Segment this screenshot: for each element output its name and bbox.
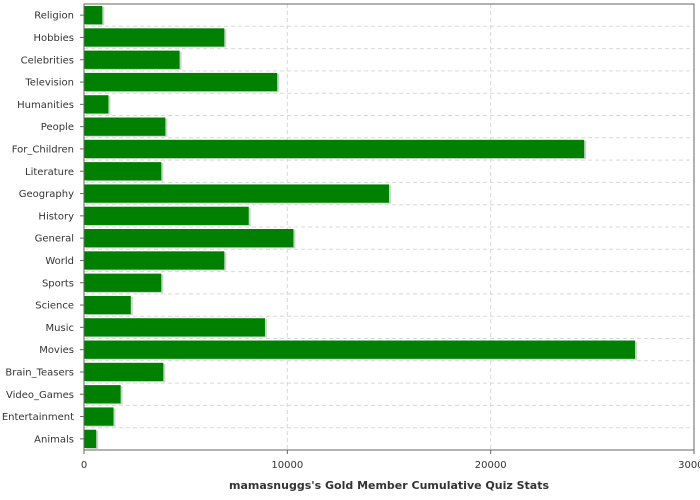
- grid-lines: [84, 4, 694, 450]
- bars: [84, 6, 638, 449]
- category-label: For_Children: [12, 144, 74, 155]
- category-label: Humanities: [17, 100, 74, 111]
- x-tick-label: 0: [81, 460, 87, 471]
- bar-world: [84, 251, 225, 270]
- bar-humanities: [84, 95, 109, 114]
- category-label: Science: [35, 301, 74, 312]
- bar-music: [84, 318, 265, 337]
- category-label: Hobbies: [34, 33, 74, 44]
- bar-entertainment: [84, 407, 114, 426]
- category-label: History: [38, 211, 74, 222]
- bar-literature: [84, 162, 162, 181]
- bar-geography: [84, 184, 389, 203]
- bar-people: [84, 117, 166, 136]
- x-axis-title: mamasnuggs's Gold Member Cumulative Quiz…: [229, 479, 549, 492]
- category-label: Entertainment: [2, 412, 74, 423]
- bar-hobbies: [84, 28, 225, 47]
- category-labels: Religion Hobbies Celebrities Television Huma…: [2, 11, 74, 446]
- bar-history: [84, 206, 249, 225]
- plot-frame: [83, 3, 695, 451]
- category-label: Television: [24, 78, 74, 89]
- category-label: World: [45, 256, 74, 267]
- bar-religion: [84, 6, 103, 25]
- category-label: Video_Games: [6, 390, 74, 401]
- axes: [80, 3, 695, 454]
- category-label: Geography: [19, 189, 74, 200]
- category-label: Animals: [34, 434, 74, 445]
- bar-science: [84, 295, 131, 315]
- x-tick-labels: 0 10000 20000 30000: [81, 460, 700, 471]
- bar-television: [84, 72, 278, 92]
- category-label: Literature: [25, 167, 74, 178]
- bar-general: [84, 229, 294, 248]
- x-tick-label: 10000: [271, 460, 303, 471]
- bar-movies: [84, 340, 636, 359]
- x-tick-label: 30000: [678, 460, 700, 471]
- category-label: Movies: [39, 345, 74, 356]
- category-label: General: [35, 234, 74, 245]
- category-label: Celebrities: [21, 55, 74, 66]
- bar-animals: [84, 429, 97, 448]
- category-label: Sports: [42, 278, 74, 289]
- bar-video-games: [84, 385, 121, 404]
- x-tick-label: 20000: [475, 460, 507, 471]
- category-label: Brain_Teasers: [5, 367, 74, 378]
- category-label: People: [41, 122, 74, 133]
- bar-celebrities: [84, 50, 180, 69]
- category-label: Religion: [34, 11, 74, 22]
- bar-for-children: [84, 139, 585, 159]
- bar-sports: [84, 273, 162, 292]
- category-label: Music: [46, 323, 74, 334]
- bar-brain-teasers: [84, 362, 164, 382]
